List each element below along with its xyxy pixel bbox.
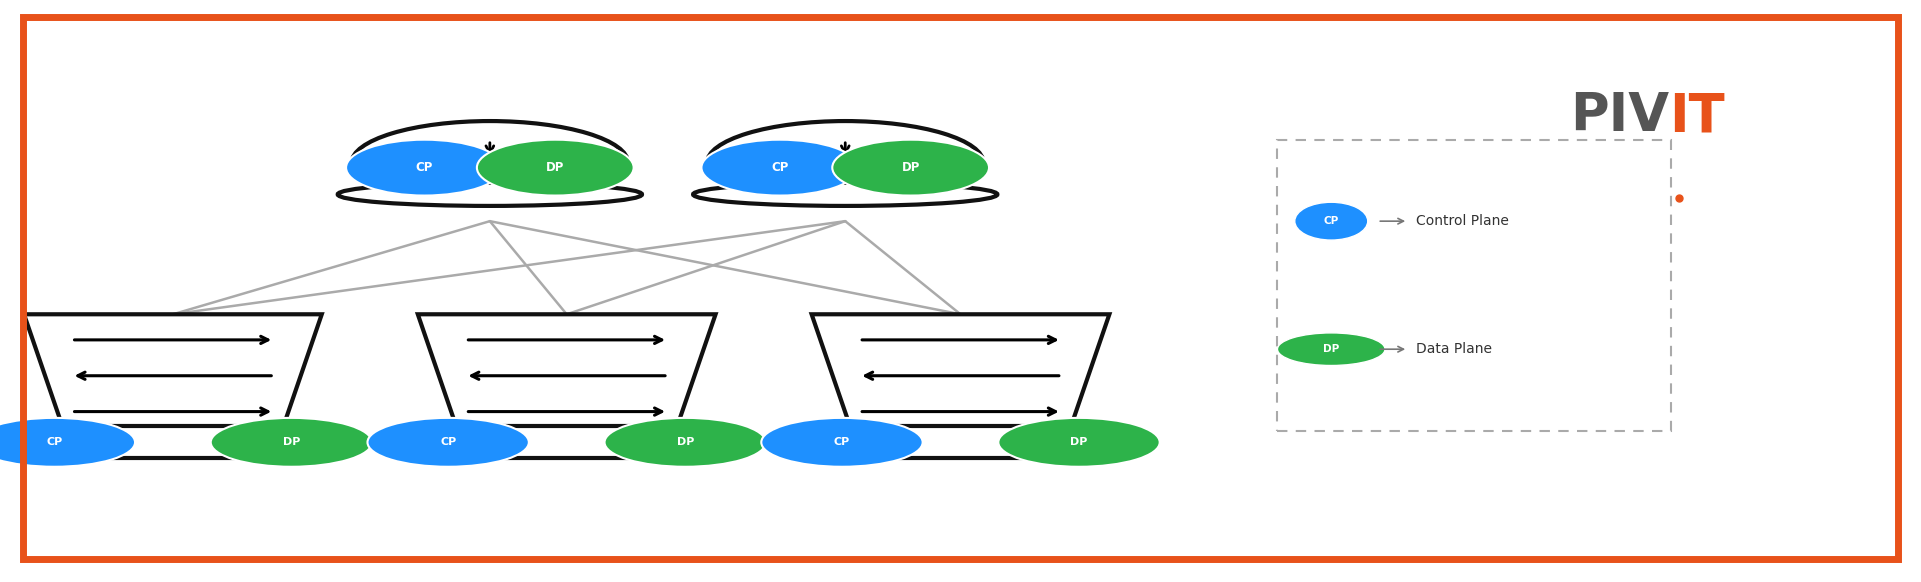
Polygon shape	[417, 314, 715, 426]
Text: CP: CP	[415, 161, 432, 174]
Circle shape	[605, 418, 766, 467]
Ellipse shape	[1295, 203, 1368, 240]
Text: DP: DP	[282, 437, 300, 448]
Ellipse shape	[346, 140, 503, 196]
Text: PIV: PIV	[1569, 90, 1669, 143]
Ellipse shape	[693, 183, 997, 206]
Ellipse shape	[832, 140, 989, 196]
Circle shape	[211, 418, 373, 467]
Circle shape	[352, 121, 628, 205]
Text: CP: CP	[770, 161, 788, 174]
Text: DP: DP	[1070, 437, 1087, 448]
Ellipse shape	[701, 140, 859, 196]
Polygon shape	[849, 426, 1072, 459]
Circle shape	[761, 418, 922, 467]
Polygon shape	[23, 314, 321, 426]
Text: IT: IT	[1669, 90, 1725, 143]
Text: CP: CP	[834, 437, 851, 448]
Circle shape	[0, 418, 134, 467]
Circle shape	[1277, 333, 1385, 365]
Text: CP: CP	[440, 437, 457, 448]
Circle shape	[707, 121, 984, 205]
Ellipse shape	[338, 183, 642, 206]
Circle shape	[999, 418, 1160, 467]
Text: DP: DP	[901, 161, 920, 174]
Polygon shape	[455, 426, 676, 459]
Text: Data Plane: Data Plane	[1416, 342, 1493, 356]
Text: DP: DP	[546, 161, 565, 174]
Ellipse shape	[476, 140, 634, 196]
Text: CP: CP	[46, 437, 63, 448]
Text: CP: CP	[1324, 216, 1339, 226]
Polygon shape	[61, 426, 284, 459]
Text: DP: DP	[1324, 344, 1339, 354]
Text: Control Plane: Control Plane	[1416, 214, 1508, 228]
Text: DP: DP	[676, 437, 693, 448]
Polygon shape	[811, 314, 1110, 426]
Circle shape	[367, 418, 528, 467]
